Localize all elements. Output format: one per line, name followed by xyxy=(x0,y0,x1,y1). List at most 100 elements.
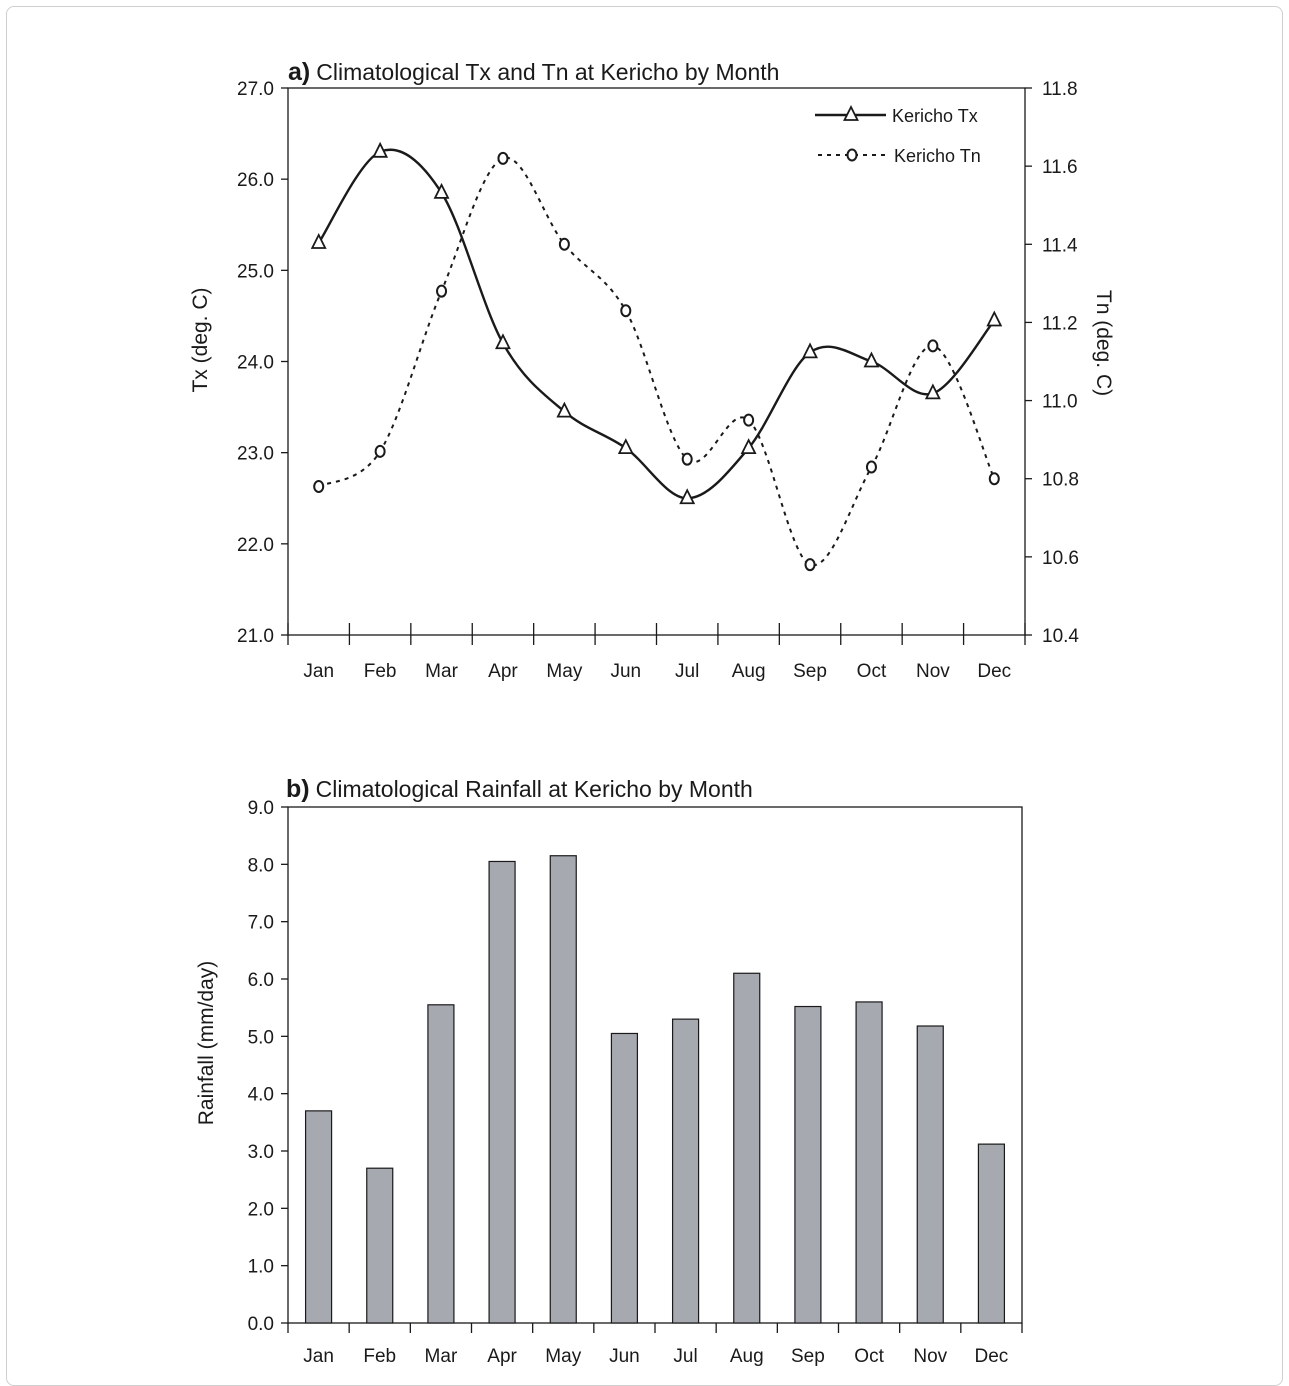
right-tick-label-a: 11.8 xyxy=(1042,79,1078,100)
x-tick-label-b: Jul xyxy=(673,1346,697,1366)
y-tick-label-b: 8.0 xyxy=(248,855,274,876)
left-tick-label-a: 23.0 xyxy=(237,444,274,465)
tx-marker xyxy=(863,351,880,368)
rain-bar-dec xyxy=(977,1143,1006,1324)
legend-marker-tn xyxy=(846,148,858,162)
rain-bar-apr xyxy=(488,860,516,1324)
y-tick-label-b: 7.0 xyxy=(248,913,274,934)
tn-marker xyxy=(865,460,877,474)
rain-bar-mar xyxy=(427,1004,455,1324)
tx-marker xyxy=(372,141,389,158)
tn-marker xyxy=(497,151,509,165)
right-tick-label-a: 11.0 xyxy=(1042,392,1078,413)
x-tick-label-a: Jul xyxy=(675,661,699,682)
right-tick-label-a: 10.4 xyxy=(1042,626,1079,647)
left-tick-label-a: 26.0 xyxy=(237,170,274,191)
legend-marker-tx xyxy=(843,104,859,121)
x-tick-label-b: Apr xyxy=(487,1346,517,1366)
x-tick-label-a: Oct xyxy=(857,661,887,682)
rain-bar-feb xyxy=(366,1167,394,1324)
y-tick-label-b: 2.0 xyxy=(248,1199,274,1220)
tn-marker xyxy=(374,444,386,458)
y-axis-title-b: Rainfall (mm/day) xyxy=(195,961,218,1126)
x-tick-label-b: Feb xyxy=(363,1346,396,1366)
left-tick-label-a: 22.0 xyxy=(237,535,274,556)
tn-marker xyxy=(558,237,570,251)
x-tick-label-b: Oct xyxy=(854,1346,884,1366)
rain-bar-sep xyxy=(794,1005,822,1324)
chart-title-a: a) Climatological Tx and Tn at Kericho by… xyxy=(288,58,779,86)
left-tick-label-a: 24.0 xyxy=(237,353,274,374)
title-text-a: Climatological Tx and Tn at Kericho by M… xyxy=(316,59,779,85)
rain-bar-jun xyxy=(610,1032,639,1324)
right-tick-label-a: 11.2 xyxy=(1042,313,1078,334)
x-tick-label-b: Jun xyxy=(609,1346,640,1366)
x-tick-label-a: Apr xyxy=(488,661,518,682)
legend-label-tn: Kericho Tn xyxy=(894,146,981,166)
tx-marker xyxy=(986,310,1003,327)
tn-marker xyxy=(804,558,816,572)
x-tick-label-b: Dec xyxy=(975,1346,1009,1366)
y-axis-title-left: Tx (deg. C) xyxy=(189,287,212,392)
x-tick-label-b: Jan xyxy=(303,1346,334,1366)
x-tick-label-a: Feb xyxy=(364,661,397,682)
x-tick-label-a: Nov xyxy=(916,661,950,682)
temperature-chart: a) Climatological Tx and Tn at Kericho by… xyxy=(189,58,1115,682)
tn-marker xyxy=(681,452,693,466)
tn-marker xyxy=(313,480,325,494)
right-tick-label-a: 11.4 xyxy=(1042,235,1078,256)
panel-letter-a: a) xyxy=(288,58,310,86)
x-tick-label-a: May xyxy=(546,661,582,682)
left-tick-label-a: 25.0 xyxy=(237,261,274,282)
rain-bar-may xyxy=(549,855,577,1324)
rain-bar-jul xyxy=(671,1018,700,1324)
tn-marker xyxy=(743,413,755,427)
panel-letter-b: b) xyxy=(286,775,310,803)
y-axis-title-right: Tn (deg. C) xyxy=(1092,290,1115,396)
tx-marker xyxy=(310,232,327,249)
chart-title-b: b) Climatological Rainfall at Kericho by … xyxy=(286,775,753,803)
tx-marker xyxy=(924,383,941,400)
y-tick-label-b: 5.0 xyxy=(248,1027,274,1048)
tx-marker xyxy=(679,488,696,505)
tn-marker xyxy=(988,472,1000,486)
tx-marker xyxy=(495,333,511,350)
left-tick-label-a: 21.0 xyxy=(237,626,274,647)
x-tick-label-b: Nov xyxy=(913,1346,947,1366)
x-tick-label-a: Sep xyxy=(793,661,827,682)
plot-area-b xyxy=(287,806,1023,1324)
tn-marker xyxy=(620,304,632,318)
x-tick-label-a: Jan xyxy=(303,661,334,682)
x-tick-label-a: Aug xyxy=(732,661,766,682)
x-tick-label-a: Jun xyxy=(610,661,641,682)
x-tick-label-b: Mar xyxy=(425,1346,458,1366)
tx-marker xyxy=(740,438,757,455)
y-tick-label-b: 6.0 xyxy=(248,970,274,991)
right-tick-label-a: 10.6 xyxy=(1042,548,1079,569)
tx-marker xyxy=(433,182,450,199)
y-tick-label-b: 0.0 xyxy=(248,1314,274,1335)
series-line-tn xyxy=(318,156,996,567)
rain-bar-nov xyxy=(916,1025,944,1324)
x-tick-label-a: Dec xyxy=(977,661,1011,682)
rain-bar-jan xyxy=(304,1110,333,1324)
tx-marker xyxy=(617,438,634,455)
y-tick-label-b: 3.0 xyxy=(248,1142,274,1163)
left-tick-label-a: 27.0 xyxy=(237,79,274,100)
right-tick-label-a: 10.8 xyxy=(1042,470,1079,491)
tx-marker xyxy=(802,342,818,359)
x-tick-label-b: May xyxy=(545,1346,581,1366)
x-tick-label-b: Sep xyxy=(791,1346,825,1366)
rain-bar-oct xyxy=(855,1001,883,1324)
tn-marker xyxy=(436,284,448,298)
x-tick-label-a: Mar xyxy=(425,661,458,682)
x-tick-label-b: Aug xyxy=(730,1346,764,1366)
y-tick-label-b: 9.0 xyxy=(248,798,274,819)
title-text-b: Climatological Rainfall at Kericho by Mo… xyxy=(316,776,753,802)
tx-marker xyxy=(556,401,573,418)
y-tick-label-b: 1.0 xyxy=(248,1257,274,1278)
rain-bar-aug xyxy=(733,972,761,1324)
tn-marker xyxy=(927,339,939,353)
legend-label-tx: Kericho Tx xyxy=(892,106,978,126)
right-tick-label-a: 11.6 xyxy=(1042,157,1078,178)
